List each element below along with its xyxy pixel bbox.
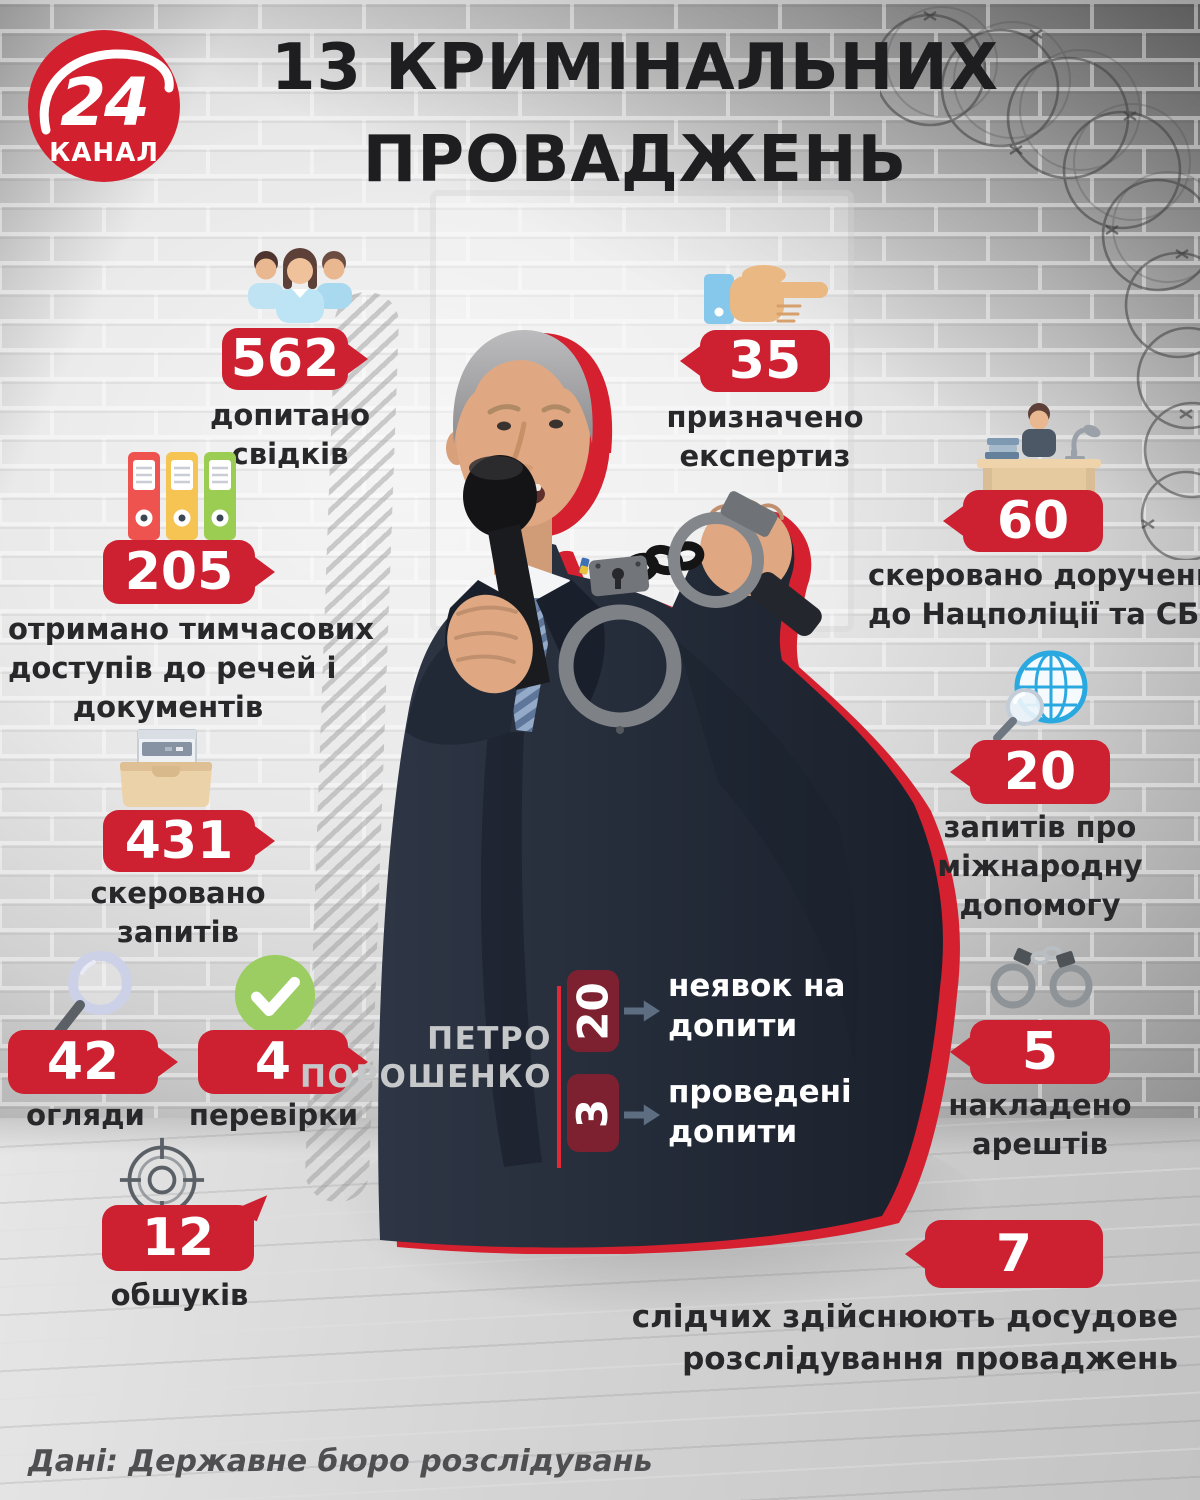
person-desk-icon xyxy=(977,403,1101,502)
stat-requests-label: скеровано запитів xyxy=(90,876,266,949)
handcuffs-overlay-icon xyxy=(558,491,778,734)
stat-expertises-badge: 35 xyxy=(700,330,830,392)
stat-checks-badge: 4 xyxy=(198,1030,348,1094)
handcuffs-icon xyxy=(990,946,1093,1009)
logo-number: 24 xyxy=(60,64,150,141)
logo-swoosh-icon xyxy=(39,49,174,135)
stat-international-label: запитів про міжнародну допомогу xyxy=(937,810,1143,922)
stat-arrests-label: накладено арештів xyxy=(948,1088,1132,1161)
document-drawer-icon xyxy=(120,729,212,808)
globe-search-icon xyxy=(993,650,1088,742)
stat-accesses-label: отримано тимчасових доступів до речей і до… xyxy=(8,612,374,724)
stat-accesses-badge: 205 xyxy=(103,540,255,604)
stat-expertises-label: призначено експертиз xyxy=(666,400,864,473)
stat-investigators-label: слідчих здійснюють досудове розслідування… xyxy=(631,1299,1178,1377)
figure-main xyxy=(378,330,943,1248)
pointing-hand-icon xyxy=(704,265,828,324)
data-source-note: Дані: Державне бюро розслідувань xyxy=(28,1444,653,1479)
people-icon xyxy=(248,248,352,323)
stat-arrests-badge: 5 xyxy=(970,1020,1110,1084)
barbed-wire-icon xyxy=(880,6,1200,560)
stat-searches-badge: 12 xyxy=(102,1205,254,1271)
binders-icon xyxy=(128,452,236,540)
stat-orders-badge: 60 xyxy=(963,490,1103,552)
person-name: ПЕТРО ПОРОШЕНКО xyxy=(300,1021,552,1095)
magnifier-icon xyxy=(53,951,132,1038)
stat-inspections-badge: 42 xyxy=(8,1030,158,1094)
stat-inspections-label: огляди xyxy=(26,1098,145,1132)
stat-witnesses-badge: 562 xyxy=(222,328,348,390)
poroshenko-photo-cutout xyxy=(378,330,960,1254)
stat-orders-label: скеровано доручень до Нацполіції та СБУ xyxy=(868,558,1200,631)
fact-held-badge: 3 xyxy=(567,1074,619,1152)
stat-witnesses-label: допитано свідків xyxy=(209,398,371,471)
stat-international-badge: 20 xyxy=(970,740,1110,804)
page-title: 13 КРИМІНАЛЬНИХ ПРОВАДЖЕНЬ xyxy=(270,31,1000,197)
fact-missed-badge: 20 xyxy=(567,970,619,1052)
logo-channel-label: КАНАЛ xyxy=(49,138,159,168)
stat-requests-badge: 431 xyxy=(103,810,255,872)
channel-24-logo: 24 КАНАЛ xyxy=(28,30,180,182)
fact-held-label: проведені допити xyxy=(668,1074,852,1150)
stat-checks-label: перевірки xyxy=(188,1098,359,1132)
fact-missed-label: неявок на допити xyxy=(668,968,846,1044)
divider-red-line xyxy=(557,986,561,1168)
check-circle-icon xyxy=(234,954,316,1036)
stat-searches-label: обшуків xyxy=(110,1278,249,1312)
stat-investigators-badge: 7 xyxy=(925,1220,1103,1288)
